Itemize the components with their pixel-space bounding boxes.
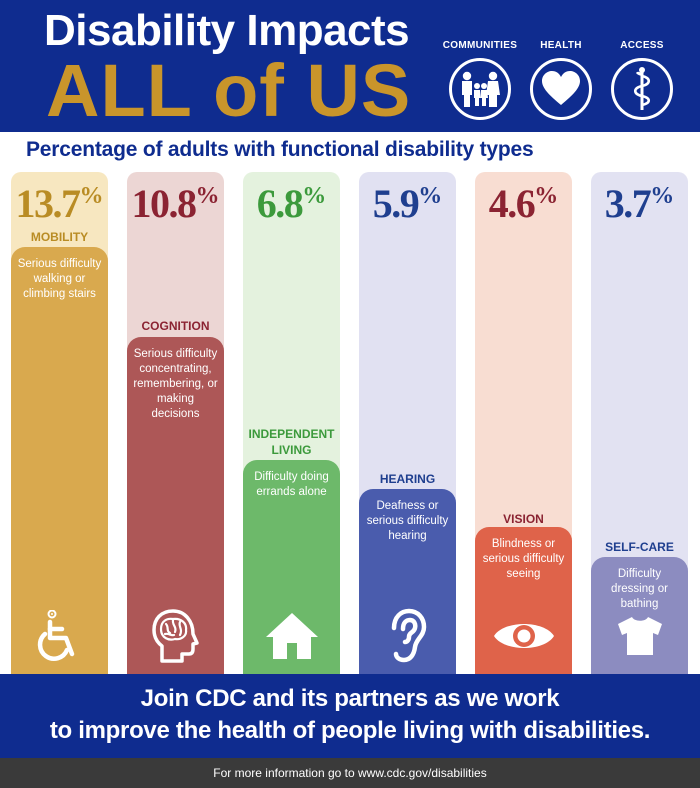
medical-caduceus-icon — [611, 58, 673, 120]
bar-description: Difficulty doing errands alone — [254, 471, 329, 498]
bar-description: Difficulty dressing or bathing — [611, 568, 668, 610]
chart-column: 13.7% MOBILITY Serious difficulty walking … — [11, 172, 108, 674]
header-banner: Disability Impacts ALL of US COMMUNITIES… — [0, 0, 700, 132]
heart-icon — [530, 58, 592, 120]
health-badge: HEALTH — [519, 40, 603, 120]
value-unit: % — [195, 183, 220, 209]
ear-icon — [359, 604, 456, 668]
value-number: 4.6 — [488, 181, 536, 226]
house-icon — [243, 604, 340, 668]
value-unit: % — [534, 183, 559, 209]
family-icon — [449, 58, 511, 120]
value-number: 5.9 — [372, 181, 420, 226]
access-label: ACCESS — [620, 40, 664, 51]
value-unit: % — [79, 183, 104, 209]
bar: Blindness or serious difficulty seeing — [475, 527, 572, 674]
value-unit: % — [418, 183, 443, 209]
communities-badge: COMMUNITIES — [438, 40, 522, 120]
chart-column: 10.8% COGNITION Serious difficulty concent… — [127, 172, 224, 674]
bar-description: Serious difficulty concentrating, rememb… — [133, 348, 218, 420]
value-label: 13.7% — [11, 180, 108, 227]
value-unit: % — [650, 183, 675, 209]
value-label: 5.9% — [359, 180, 456, 227]
title-line2: ALL of US — [46, 49, 412, 132]
value-label: 4.6% — [475, 180, 572, 227]
footer-line2: to improve the health of people living w… — [49, 717, 651, 744]
footer-line1: Join CDC and its partners as we work — [140, 685, 560, 712]
category-label: INDEPENDENT LIVING — [248, 427, 335, 457]
bar: Difficulty doing errands alone — [243, 460, 340, 674]
access-badge: ACCESS — [600, 40, 684, 120]
bar-description: Serious difficulty walking or climbing s… — [17, 258, 102, 300]
category-label: HEARING — [379, 472, 436, 486]
category-label: SELF-CARE — [605, 540, 674, 554]
chart-subtitle: Percentage of adults with functional dis… — [26, 138, 534, 161]
shirt-icon — [591, 604, 688, 668]
bar-description: Deafness or serious difficulty hearing — [366, 500, 449, 542]
category-label: COGNITION — [141, 319, 210, 333]
value-number: 13.7 — [15, 181, 82, 226]
more-info-text: For more information go to www.cdc.gov/d… — [213, 766, 487, 780]
value-unit: % — [302, 183, 327, 209]
communities-label: COMMUNITIES — [442, 40, 518, 51]
disability-bar-chart: 13.7% MOBILITY Serious difficulty walking … — [0, 172, 700, 674]
value-number: 3.7 — [604, 181, 652, 226]
wheelchair-icon — [11, 604, 108, 668]
chart-column: 3.7% SELF-CARE Difficulty dressing or bath… — [591, 172, 688, 674]
bar: Serious difficulty concentrating, rememb… — [127, 337, 224, 674]
value-label: 6.8% — [243, 180, 340, 227]
footer-banner: Join CDC and its partners as we work to … — [0, 674, 700, 758]
bar: Serious difficulty walking or climbing s… — [11, 247, 108, 674]
value-number: 10.8 — [131, 181, 198, 226]
health-label: HEALTH — [540, 40, 582, 51]
category-label: MOBILITY — [30, 230, 89, 244]
bar-description: Blindness or serious difficulty seeing — [482, 538, 565, 580]
chart-column: 4.6% VISION Blindness or serious difficult… — [475, 172, 572, 674]
title-line1: Disability Impacts — [44, 6, 410, 55]
value-label: 10.8% — [127, 180, 224, 227]
info-bar: For more information go to www.cdc.gov/d… — [0, 758, 700, 788]
bar: Deafness or serious difficulty hearing — [359, 489, 456, 674]
chart-column: 5.9% HEARING Deafness or serious difficult… — [359, 172, 456, 674]
value-number: 6.8 — [256, 181, 304, 226]
category-label: VISION — [503, 512, 544, 526]
eye-icon — [475, 604, 572, 668]
bar: Difficulty dressing or bathing — [591, 557, 688, 674]
value-label: 3.7% — [591, 180, 688, 227]
brain-head-icon — [127, 604, 224, 668]
chart-column: 6.8% INDEPENDENT LIVING Difficulty doing e… — [243, 172, 340, 674]
